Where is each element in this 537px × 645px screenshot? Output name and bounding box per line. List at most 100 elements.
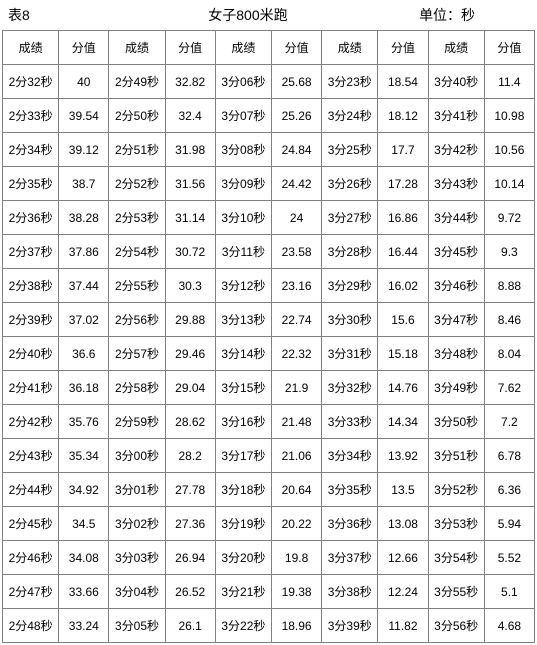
grade-cell: 2分43秒 [3, 439, 59, 473]
grade-cell: 2分55秒 [109, 269, 165, 303]
score-cell: 31.14 [165, 201, 215, 235]
grade-cell: 3分17秒 [215, 439, 271, 473]
score-cell: 24 [271, 201, 321, 235]
grade-cell: 2分44秒 [3, 473, 59, 507]
grade-cell: 3分40秒 [428, 65, 484, 99]
grade-cell: 2分41秒 [3, 371, 59, 405]
score-cell: 27.36 [165, 507, 215, 541]
col-score: 分值 [59, 31, 109, 65]
grade-cell: 3分00秒 [109, 439, 165, 473]
table-row: 2分45秒34.53分02秒27.363分19秒20.223分36秒13.083… [3, 507, 535, 541]
grade-cell: 3分34秒 [322, 439, 378, 473]
col-grade: 成绩 [428, 31, 484, 65]
grade-cell: 2分46秒 [3, 541, 59, 575]
grade-cell: 3分19秒 [215, 507, 271, 541]
score-cell: 4.68 [484, 609, 534, 643]
table-row: 2分33秒39.542分50秒32.43分07秒25.263分24秒18.123… [3, 99, 535, 133]
score-cell: 13.92 [378, 439, 428, 473]
score-cell: 17.7 [378, 133, 428, 167]
score-cell: 5.1 [484, 575, 534, 609]
score-cell: 14.34 [378, 405, 428, 439]
score-cell: 21.06 [271, 439, 321, 473]
score-cell: 24.42 [271, 167, 321, 201]
score-cell: 29.46 [165, 337, 215, 371]
score-cell: 23.58 [271, 235, 321, 269]
grade-cell: 2分54秒 [109, 235, 165, 269]
grade-cell: 2分47秒 [3, 575, 59, 609]
grade-cell: 3分44秒 [428, 201, 484, 235]
grade-cell: 3分01秒 [109, 473, 165, 507]
grade-cell: 3分11秒 [215, 235, 271, 269]
score-cell: 19.38 [271, 575, 321, 609]
score-cell: 22.32 [271, 337, 321, 371]
score-cell: 39.12 [59, 133, 109, 167]
score-cell: 26.1 [165, 609, 215, 643]
grade-cell: 3分24秒 [322, 99, 378, 133]
grade-cell: 3分08秒 [215, 133, 271, 167]
table-row: 2分39秒37.022分56秒29.883分13秒22.743分30秒15.63… [3, 303, 535, 337]
grade-cell: 3分18秒 [215, 473, 271, 507]
grade-cell: 3分09秒 [215, 167, 271, 201]
grade-cell: 3分54秒 [428, 541, 484, 575]
table-row: 2分48秒33.243分05秒26.13分22秒18.963分39秒11.823… [3, 609, 535, 643]
col-grade: 成绩 [109, 31, 165, 65]
grade-cell: 3分16秒 [215, 405, 271, 439]
table-row: 2分38秒37.442分55秒30.33分12秒23.163分29秒16.023… [3, 269, 535, 303]
score-cell: 29.04 [165, 371, 215, 405]
grade-cell: 3分14秒 [215, 337, 271, 371]
table-row: 2分37秒37.862分54秒30.723分11秒23.583分28秒16.44… [3, 235, 535, 269]
table-row: 2分36秒38.282分53秒31.143分10秒243分27秒16.863分4… [3, 201, 535, 235]
grade-cell: 2分52秒 [109, 167, 165, 201]
grade-cell: 2分35秒 [3, 167, 59, 201]
score-cell: 20.22 [271, 507, 321, 541]
score-cell: 23.16 [271, 269, 321, 303]
grade-cell: 2分32秒 [3, 65, 59, 99]
score-cell: 31.56 [165, 167, 215, 201]
grade-cell: 3分52秒 [428, 473, 484, 507]
grade-cell: 3分53秒 [428, 507, 484, 541]
grade-cell: 3分27秒 [322, 201, 378, 235]
score-cell: 18.96 [271, 609, 321, 643]
grade-cell: 3分04秒 [109, 575, 165, 609]
table-row: 2分44秒34.923分01秒27.783分18秒20.643分35秒13.53… [3, 473, 535, 507]
score-cell: 12.66 [378, 541, 428, 575]
grade-cell: 3分55秒 [428, 575, 484, 609]
score-cell: 30.72 [165, 235, 215, 269]
score-cell: 10.56 [484, 133, 534, 167]
grade-cell: 2分34秒 [3, 133, 59, 167]
score-cell: 13.5 [378, 473, 428, 507]
score-cell: 20.64 [271, 473, 321, 507]
grade-cell: 2分50秒 [109, 99, 165, 133]
score-cell: 34.5 [59, 507, 109, 541]
table-title: 女子800米跑 [208, 5, 419, 25]
score-cell: 30.3 [165, 269, 215, 303]
grade-cell: 3分32秒 [322, 371, 378, 405]
grade-cell: 3分41秒 [428, 99, 484, 133]
score-cell: 14.76 [378, 371, 428, 405]
grade-cell: 3分45秒 [428, 235, 484, 269]
score-cell: 11.4 [484, 65, 534, 99]
score-cell: 37.44 [59, 269, 109, 303]
table-row: 2分47秒33.663分04秒26.523分21秒19.383分38秒12.24… [3, 575, 535, 609]
grade-cell: 3分12秒 [215, 269, 271, 303]
grade-cell: 2分40秒 [3, 337, 59, 371]
score-cell: 12.24 [378, 575, 428, 609]
grade-cell: 2分59秒 [109, 405, 165, 439]
grade-cell: 2分45秒 [3, 507, 59, 541]
score-cell: 27.78 [165, 473, 215, 507]
table-row: 2分41秒36.182分58秒29.043分15秒21.93分32秒14.763… [3, 371, 535, 405]
table-row: 2分40秒36.62分57秒29.463分14秒22.323分31秒15.183… [3, 337, 535, 371]
score-cell: 26.52 [165, 575, 215, 609]
grade-cell: 2分58秒 [109, 371, 165, 405]
score-cell: 10.98 [484, 99, 534, 133]
grade-cell: 2分39秒 [3, 303, 59, 337]
table-label: 表8 [2, 5, 208, 25]
grade-cell: 3分21秒 [215, 575, 271, 609]
grade-cell: 2分38秒 [3, 269, 59, 303]
col-grade: 成绩 [215, 31, 271, 65]
score-cell: 21.48 [271, 405, 321, 439]
score-cell: 15.6 [378, 303, 428, 337]
table-row: 2分43秒35.343分00秒28.23分17秒21.063分34秒13.923… [3, 439, 535, 473]
score-cell: 35.34 [59, 439, 109, 473]
table-row: 2分34秒39.122分51秒31.983分08秒24.843分25秒17.73… [3, 133, 535, 167]
